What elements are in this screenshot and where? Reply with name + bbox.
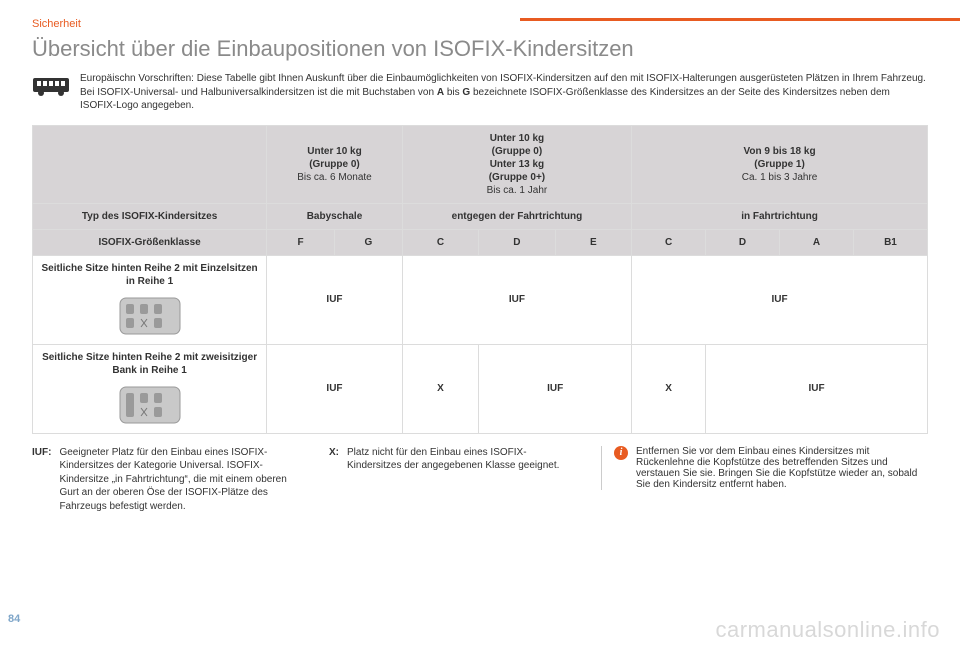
table-row: Seitliche Sitze hinten Reihe 2 mit Einze… [33,255,928,344]
legend: IUF: Geeigneter Platz für den Einbau ein… [32,446,928,514]
van-icon [32,72,70,98]
weight-group-3: Von 9 bis 18 kg (Gruppe 1) Ca. 1 bis 3 J… [632,125,928,203]
top-accent-bar [520,18,960,21]
type-v3: in Fahrtrichtung [632,203,928,229]
intro-a: A [437,87,444,98]
table-row: ISOFIX-Größenklasse F G C D E C D A B1 [33,229,928,255]
page-content: Sicherheit Übersicht über die Einbauposi… [0,0,960,513]
info-box: i Entfernen Sie vor dem Einbau eines Kin… [601,446,928,490]
sizeclass-label: ISOFIX-Größenklasse [33,229,267,255]
page-title: Übersicht über die Einbaupositionen von … [32,36,928,62]
weight-group-1: Unter 10 kg (Gruppe 0) Bis ca. 6 Monate [267,125,403,203]
type-v2: entgegen der Fahrtrichtung [402,203,631,229]
info-icon: i [614,446,628,460]
seat-config-2: Seitliche Sitze hinten Reihe 2 mit zweis… [33,344,267,433]
info-text: Entfernen Sie vor dem Einbau eines Kinde… [636,446,928,490]
intro-text: Europäischn Vorschriften: Diese Tabelle … [80,72,928,113]
isofix-table: Unter 10 kg (Gruppe 0) Bis ca. 6 Monate … [32,125,928,434]
weight-group-2: Unter 10 kg (Gruppe 0) Unter 13 kg (Grup… [402,125,631,203]
vehicle-layout-icon [118,383,182,427]
watermark: carmanualsonline.info [715,617,940,643]
intro-block: Europäischn Vorschriften: Diese Tabelle … [32,72,928,113]
legend-iuf: IUF: Geeigneter Platz für den Einbau ein… [32,446,307,514]
type-v1: Babyschale [267,203,403,229]
type-label: Typ des ISOFIX-Kindersitzes [33,203,267,229]
page-number: 84 [8,613,20,625]
vehicle-layout-icon [118,294,182,338]
table-row: Unter 10 kg (Gruppe 0) Bis ca. 6 Monate … [33,125,928,203]
seat-config-1: Seitliche Sitze hinten Reihe 2 mit Einze… [33,255,267,344]
intro-line2-pre: Bei ISOFIX-Universal- und Halbuniversalk… [80,87,437,98]
table-row: Seitliche Sitze hinten Reihe 2 mit zweis… [33,344,928,433]
intro-mid: bis [444,87,462,98]
legend-x: X: Platz nicht für den Einbau eines ISOF… [329,446,579,473]
table-row: Typ des ISOFIX-Kindersitzes Babyschale e… [33,203,928,229]
intro-line1: Europäischn Vorschriften: Diese Tabelle … [80,73,926,84]
